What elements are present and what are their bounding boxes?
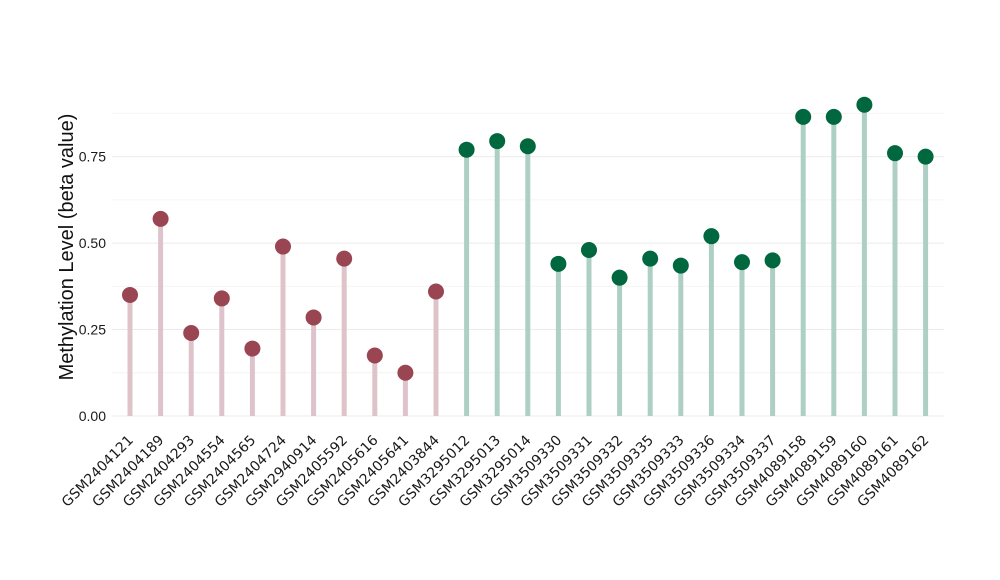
data-point [795, 108, 812, 125]
data-point [244, 340, 261, 357]
data-point [305, 309, 322, 326]
data-point [856, 96, 873, 113]
data-point [122, 286, 138, 303]
data-point [611, 269, 628, 286]
data-point [581, 242, 597, 258]
data-point [336, 250, 353, 267]
y-tick-label: 0.75 [79, 149, 106, 165]
data-point [734, 254, 750, 271]
data-point [489, 133, 506, 150]
data-point [366, 347, 383, 364]
data-point [397, 364, 414, 381]
stems [127, 104, 929, 416]
data-point [519, 138, 536, 155]
x-axis-ticks: GSM2404121GSM2404189GSM2404293GSM2404554… [59, 432, 933, 510]
data-point [458, 141, 475, 158]
data-point [428, 283, 444, 300]
data-point [825, 108, 842, 125]
data-point [213, 290, 230, 307]
y-tick-label: 0.50 [79, 235, 106, 251]
y-tick-label: 0.00 [79, 408, 106, 424]
data-point [550, 255, 567, 272]
data-point [703, 228, 720, 245]
y-tick-label: 0.25 [79, 322, 106, 338]
data-point [764, 252, 781, 269]
y-axis-ticks: 0.00 0.25 0.50 0.75 [79, 149, 106, 424]
data-point [183, 325, 200, 341]
y-axis-title: Methylation Level (beta value) [56, 114, 78, 381]
data-point [642, 250, 659, 267]
data-point [275, 238, 291, 255]
data-point [917, 148, 934, 165]
data-point [887, 145, 903, 162]
data-point [152, 210, 169, 227]
data-point [672, 257, 689, 274]
points [122, 96, 934, 381]
